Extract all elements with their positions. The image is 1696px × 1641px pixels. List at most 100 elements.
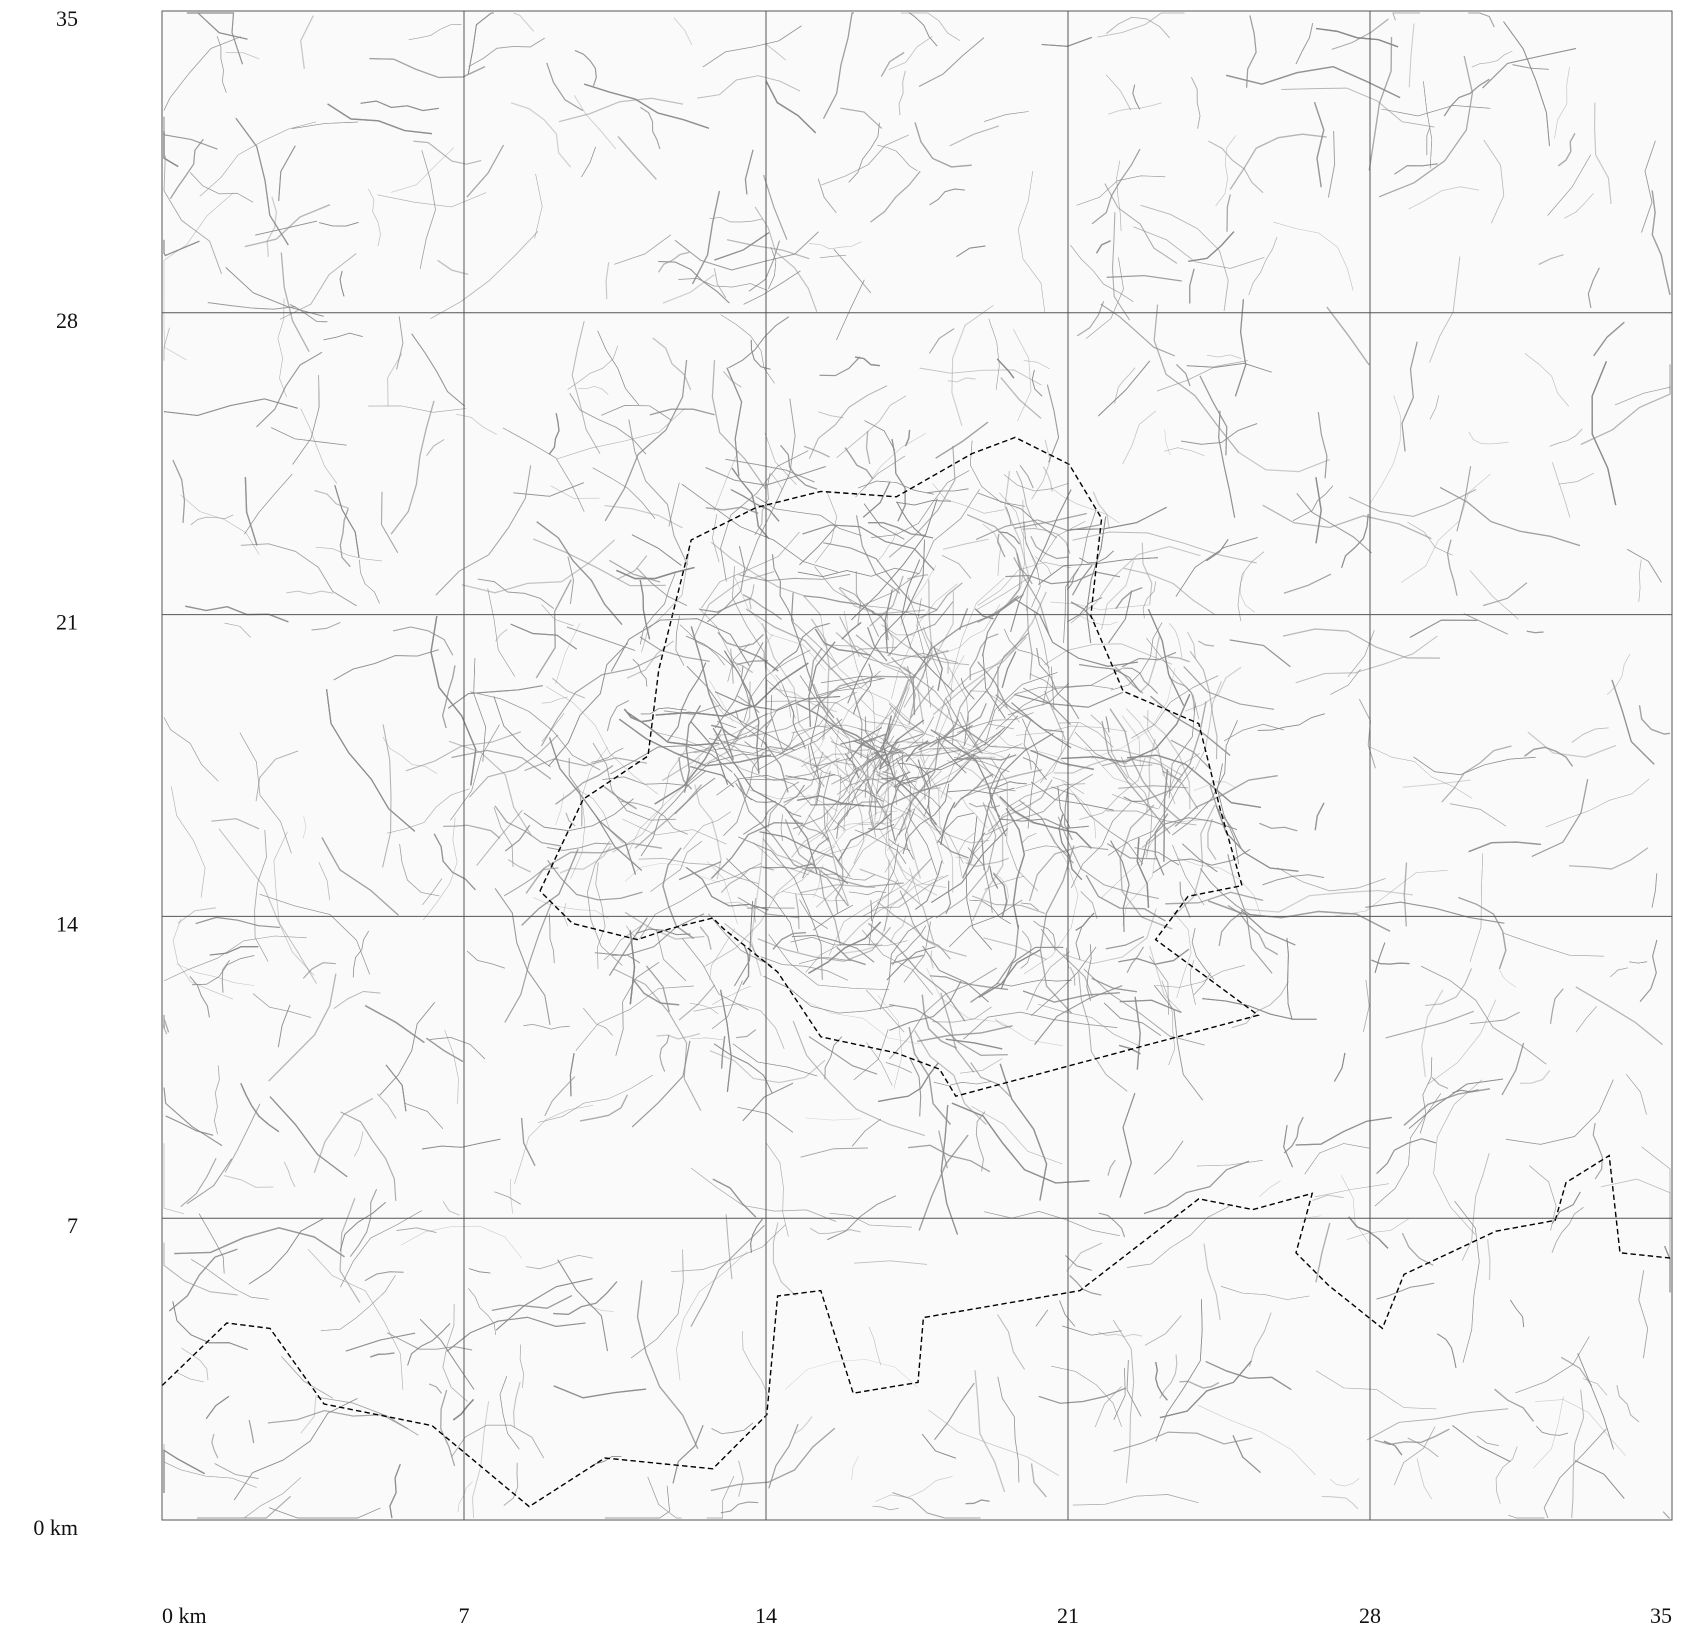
road (1536, 1425, 1569, 1436)
road (224, 1103, 261, 1173)
road (663, 704, 721, 715)
road (743, 803, 778, 835)
road (780, 691, 857, 756)
road (1433, 1079, 1483, 1235)
road (1564, 193, 1594, 219)
road (802, 837, 830, 879)
road (197, 1495, 291, 1519)
road (1402, 779, 1471, 788)
road (753, 898, 756, 923)
road (678, 757, 693, 790)
road (525, 1255, 593, 1270)
road (172, 459, 186, 523)
road (683, 811, 731, 850)
road (376, 1093, 397, 1119)
road (640, 770, 707, 857)
road (1030, 535, 1069, 560)
road (1282, 628, 1440, 659)
road (1112, 1319, 1135, 1484)
road (493, 696, 551, 768)
road (291, 121, 358, 129)
road (662, 847, 695, 940)
road (829, 736, 900, 885)
road (1106, 810, 1197, 826)
road (1526, 630, 1544, 634)
road (1483, 582, 1528, 607)
road (887, 652, 958, 664)
road (1153, 304, 1239, 453)
road (546, 842, 612, 851)
road (1090, 714, 1129, 779)
road (1427, 999, 1497, 1085)
road (1161, 980, 1176, 1066)
road (163, 239, 200, 257)
road (861, 874, 949, 918)
road (207, 302, 296, 310)
road (603, 786, 637, 810)
road (1226, 65, 1401, 99)
road (392, 626, 454, 656)
road (630, 1249, 684, 1359)
road (1552, 462, 1571, 518)
road (693, 1003, 785, 1050)
road (525, 842, 662, 894)
road (1020, 930, 1032, 969)
road (941, 554, 972, 579)
road (714, 709, 779, 736)
road (622, 818, 727, 845)
road (326, 689, 416, 832)
road (674, 777, 716, 815)
road (615, 961, 660, 1056)
road (931, 828, 1009, 904)
road (624, 863, 720, 883)
road (1341, 514, 1369, 568)
road (1240, 909, 1296, 946)
road (1147, 608, 1185, 706)
road (855, 455, 906, 498)
road (958, 832, 976, 877)
road (1075, 927, 1083, 961)
road (840, 107, 883, 129)
road (650, 730, 807, 781)
road (211, 1433, 219, 1459)
road (1408, 23, 1415, 88)
road (772, 931, 807, 950)
road (340, 1210, 422, 1288)
road (255, 750, 299, 802)
road (211, 818, 260, 830)
road (1172, 911, 1192, 998)
road (334, 485, 360, 558)
road (307, 1248, 404, 1390)
road (922, 626, 949, 674)
road (1170, 739, 1212, 771)
road (1023, 718, 1032, 770)
road (729, 724, 759, 746)
road (218, 828, 317, 984)
road (1104, 183, 1178, 264)
road (733, 575, 826, 671)
road (878, 827, 947, 888)
road (792, 621, 837, 665)
road (546, 842, 612, 851)
road (631, 1040, 691, 1128)
road (352, 930, 370, 978)
road (1483, 139, 1505, 224)
road (507, 858, 531, 873)
road (888, 838, 911, 851)
road (878, 719, 925, 770)
road (998, 531, 1021, 545)
road (937, 840, 969, 859)
road (181, 1347, 209, 1381)
road (1069, 1275, 1102, 1296)
road (814, 566, 920, 616)
road (1098, 1212, 1126, 1238)
road (1123, 796, 1142, 802)
road (889, 967, 998, 1060)
road (930, 729, 999, 779)
road (935, 421, 989, 459)
road (1131, 675, 1219, 739)
road (628, 419, 689, 565)
road (1122, 410, 1157, 465)
road (886, 946, 936, 981)
road (881, 875, 944, 936)
